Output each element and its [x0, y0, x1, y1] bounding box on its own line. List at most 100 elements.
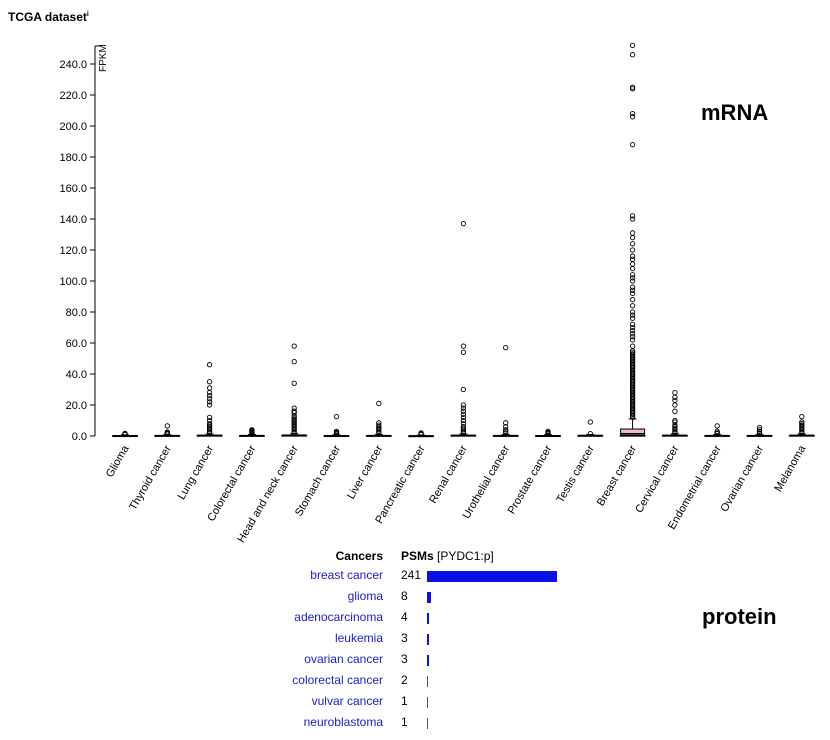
outlier-point	[629, 265, 636, 272]
outlier-point	[206, 393, 213, 399]
protein-row: ovarian cancer 3	[0, 652, 830, 670]
outlier-point	[672, 389, 678, 396]
outlier-point	[206, 417, 213, 424]
outlier-point	[206, 396, 213, 402]
outlier-point	[672, 397, 678, 403]
cancer-link[interactable]: vulvar cancer	[311, 694, 383, 708]
psm-count: 1	[401, 715, 408, 729]
y-tick-label: 180.0	[59, 152, 87, 164]
outlier-point	[503, 430, 509, 436]
cancer-link[interactable]: leukemia	[334, 631, 383, 645]
y-tick-label: 0.0	[72, 431, 87, 443]
outlier-point	[714, 430, 720, 436]
outlier-point	[629, 284, 636, 290]
psm-count: 3	[401, 631, 408, 645]
y-tick-label: 120.0	[59, 245, 87, 257]
psm-bar	[427, 634, 429, 645]
category-label: Breast cancer	[595, 443, 639, 508]
y-tick-label: 20.0	[66, 400, 87, 412]
category-label: Glioma	[104, 443, 132, 480]
dataset-title: TCGA dataseti	[8, 10, 89, 24]
protein-label: protein	[702, 604, 777, 629]
psm-bar	[427, 676, 428, 687]
protein-row: leukemia 3	[0, 631, 830, 649]
outlier-point	[376, 420, 382, 426]
outlier-point	[629, 290, 636, 297]
category-label: Stomach cancer	[293, 443, 343, 518]
outlier-point	[460, 349, 467, 355]
outlier-point	[756, 427, 763, 433]
outlier-point	[206, 402, 213, 408]
outlier-point	[629, 327, 636, 334]
psms-column-header: PSMs [PYDC1:p]	[401, 549, 494, 563]
outlier-point	[587, 419, 593, 425]
outlier-point	[629, 234, 636, 241]
psm-bar	[427, 655, 429, 666]
chart-axes: 0.0 20.0 40.0 60.0 80.0 100.0 120.0 140.0 160.0 1…	[59, 44, 808, 545]
outlier-point	[629, 216, 636, 222]
outlier-point	[629, 261, 636, 267]
cancer-link[interactable]: colorectal cancer	[292, 673, 383, 687]
psms-header-suffix: [PYDC1:p]	[437, 549, 494, 563]
outlier-point	[460, 424, 467, 430]
psm-count: 4	[401, 610, 408, 624]
outlier-point	[503, 344, 509, 351]
outlier-point	[503, 420, 509, 426]
y-tick-label: 200.0	[59, 121, 87, 133]
outlier-point	[629, 331, 636, 337]
category-label: Cervical cancer	[633, 443, 681, 515]
psm-count: 241	[401, 568, 422, 582]
outlier-point	[291, 358, 297, 365]
outlier-point	[206, 362, 213, 368]
outlier-point	[291, 408, 297, 414]
cancer-link[interactable]: glioma	[347, 589, 383, 603]
outlier-point	[291, 343, 297, 349]
outlier-point	[799, 422, 805, 428]
outlier-point	[376, 425, 382, 431]
outlier-point	[629, 315, 636, 321]
cancer-link[interactable]: breast cancer	[310, 568, 383, 582]
outlier-point	[291, 416, 297, 422]
outlier-point	[629, 275, 636, 281]
outlier-point	[629, 247, 636, 253]
psm-bar	[427, 571, 557, 582]
cancer-link[interactable]: neuroblastoma	[303, 715, 383, 729]
psm-count: 3	[401, 652, 408, 666]
y-tick-label: 140.0	[59, 214, 87, 226]
cancer-link[interactable]: ovarian cancer	[304, 652, 383, 666]
category-label: Lung cancer	[176, 443, 217, 502]
outlier-point	[756, 430, 763, 436]
outlier-point	[756, 428, 763, 434]
outlier-point	[629, 52, 636, 58]
outlier-point	[164, 423, 170, 429]
outlier-point	[629, 334, 636, 340]
outlier-point	[206, 414, 213, 421]
outlier-point	[122, 430, 128, 437]
psm-count: 1	[401, 694, 408, 708]
outlier-point	[629, 84, 636, 90]
outlier-point	[629, 337, 636, 343]
outlier-point	[629, 253, 636, 259]
dataset-title-text: TCGA dataset	[8, 10, 87, 24]
psm-count: 8	[401, 589, 408, 603]
outlier-point	[460, 343, 467, 349]
category-label: Prostate cancer	[506, 443, 555, 516]
outlier-point	[629, 256, 636, 262]
cancer-link[interactable]: adenocarcinoma	[294, 610, 383, 624]
outlier-point	[206, 379, 213, 385]
outlier-point	[672, 408, 678, 414]
outlier-point	[629, 312, 636, 318]
y-tick-label: 60.0	[66, 338, 87, 350]
outlier-point	[206, 389, 213, 396]
protein-row: vulvar cancer 1	[0, 694, 830, 712]
outlier-point	[629, 309, 636, 315]
outlier-point	[672, 417, 678, 424]
outlier-point	[503, 427, 509, 433]
outlier-point	[460, 427, 467, 433]
info-icon[interactable]: i	[86, 11, 89, 18]
outlier-point	[629, 296, 636, 303]
category-label: Urothelial cancer	[461, 443, 513, 521]
y-axis-label: FPKM	[98, 44, 109, 72]
outlier-point	[629, 343, 636, 349]
category-label: Thyroid cancer	[127, 443, 174, 512]
